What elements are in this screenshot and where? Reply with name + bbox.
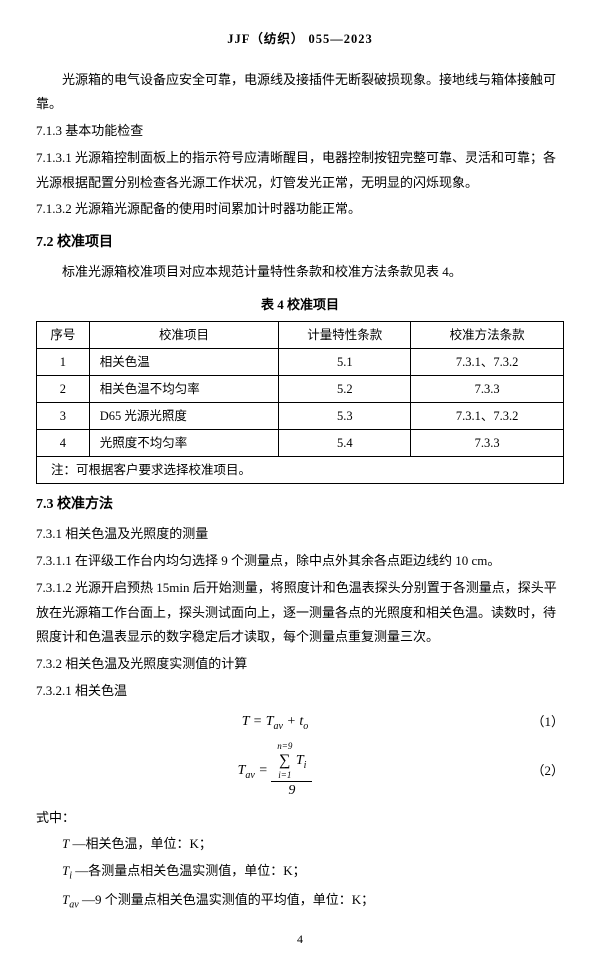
equation-1-number: （1） xyxy=(514,710,564,735)
table-note-row: 注：可根据客户要求选择校准项目。 xyxy=(37,456,564,483)
clause-7-3-1: 7.3.1 相关色温及光照度的测量 xyxy=(36,522,564,547)
document-header: JJF（纺织） 055—2023 xyxy=(36,28,564,52)
clause-7-1-3-1: 7.1.3.1 光源箱控制面板上的指示符号应清晰醒目，电器控制按钮完整可靠、灵活… xyxy=(36,146,564,195)
clause-7-3-1-1: 7.3.1.1 在评级工作台内均匀选择 9 个测量点，除中点外其余各点距边线约 … xyxy=(36,549,564,574)
symbol-desc-T: T —相关色温，单位：K； xyxy=(36,832,564,857)
table-row: 1 相关色温 5.1 7.3.1、7.3.2 xyxy=(37,348,564,375)
section-7-3-title: 7.3 校准方法 xyxy=(36,492,564,519)
where-label: 式中： xyxy=(36,806,564,831)
clause-7-3-1-2: 7.3.1.2 光源开启预热 15min 后开始测量，将照度计和色温表探头分别置… xyxy=(36,576,564,650)
symbol-desc-Ti: Ti —各测量点相关色温实测值，单位：K； xyxy=(36,859,564,886)
col-metric: 计量特性条款 xyxy=(279,321,411,348)
col-method: 校准方法条款 xyxy=(411,321,564,348)
equation-2: Tav = n=9 ∑ i=1 Ti 9 （2） xyxy=(36,742,564,800)
table-4-caption: 表 4 校准项目 xyxy=(36,293,564,318)
clause-7-3-2: 7.3.2 相关色温及光照度实测值的计算 xyxy=(36,652,564,677)
table-header-row: 序号 校准项目 计量特性条款 校准方法条款 xyxy=(37,321,564,348)
table-4: 序号 校准项目 计量特性条款 校准方法条款 1 相关色温 5.1 7.3.1、7… xyxy=(36,321,564,484)
symbol-desc-Tav: Tav —9 个测量点相关色温实测值的平均值，单位：K； xyxy=(36,888,564,915)
section-7-2-text: 标准光源箱校准项目对应本规范计量特性条款和校准方法条款见表 4。 xyxy=(36,260,564,285)
equation-1: T = Tav + to （1） xyxy=(36,709,564,736)
table-row: 3 D65 光源光照度 5.3 7.3.1、7.3.2 xyxy=(37,402,564,429)
page-number: 4 xyxy=(36,928,564,951)
clause-7-1-3-2: 7.1.3.2 光源箱光源配备的使用时间累加计时器功能正常。 xyxy=(36,197,564,222)
table-row: 2 相关色温不均匀率 5.2 7.3.3 xyxy=(37,375,564,402)
table-row: 4 光照度不均匀率 5.4 7.3.3 xyxy=(37,429,564,456)
equation-2-number: （2） xyxy=(514,759,564,784)
paragraph-intro: 光源箱的电气设备应安全可靠，电源线及接插件无断裂破损现象。接地线与箱体接触可靠。 xyxy=(36,68,564,117)
col-item: 校准项目 xyxy=(89,321,279,348)
clause-7-1-3: 7.1.3 基本功能检查 xyxy=(36,119,564,144)
section-7-2-title: 7.2 校准项目 xyxy=(36,230,564,257)
clause-7-3-2-1: 7.3.2.1 相关色温 xyxy=(36,679,564,704)
col-index: 序号 xyxy=(37,321,90,348)
